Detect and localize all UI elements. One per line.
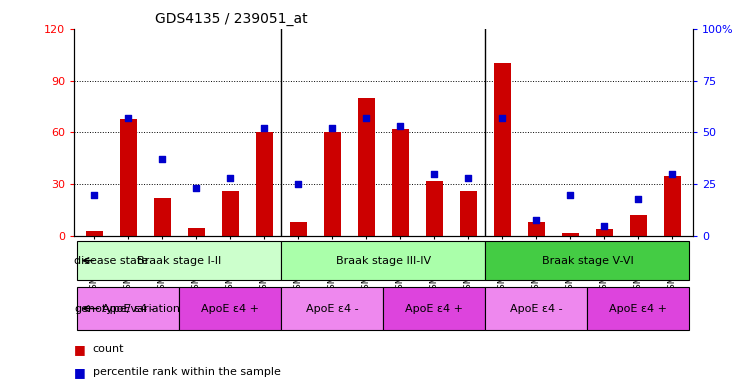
Text: count: count [93,344,124,354]
Point [122,115,134,121]
Point [428,171,440,177]
Text: Braak stage I-II: Braak stage I-II [137,255,222,266]
Bar [120,119,137,236]
Text: ApoE ε4 -: ApoE ε4 - [102,303,155,314]
Bar [588,287,689,330]
Text: disease state: disease state [74,255,148,266]
Text: Braak stage V-VI: Braak stage V-VI [542,255,634,266]
Point [156,156,168,162]
Bar [528,222,545,236]
Point [565,192,576,198]
Text: ■: ■ [74,366,86,379]
Text: ApoE ε4 -: ApoE ε4 - [510,303,562,314]
Text: ■: ■ [74,343,86,356]
Bar [324,132,341,236]
Bar [256,132,273,236]
Bar [485,287,588,330]
Point [531,217,542,223]
Point [225,175,236,181]
Bar [78,241,282,280]
Bar [596,229,613,236]
Text: ApoE ε4 -: ApoE ε4 - [306,303,359,314]
Bar [494,63,511,236]
Bar [290,222,307,236]
Point [190,185,202,192]
Bar [384,287,485,330]
Point [89,192,101,198]
Point [259,125,270,131]
Bar [630,215,647,236]
Point [633,196,645,202]
Text: genotype/variation: genotype/variation [74,303,181,314]
Bar [154,198,171,236]
Bar [86,231,103,236]
Point [462,175,474,181]
Bar [282,241,485,280]
Bar [392,129,409,236]
Bar [664,176,681,236]
Point [293,181,305,187]
Text: percentile rank within the sample: percentile rank within the sample [93,367,281,377]
Point [361,115,373,121]
Bar [188,227,205,236]
Bar [78,287,179,330]
Text: GDS4135 / 239051_at: GDS4135 / 239051_at [155,12,308,26]
Text: ApoE ε4 +: ApoE ε4 + [609,303,668,314]
Point [666,171,678,177]
Point [394,123,406,129]
Text: Braak stage III-IV: Braak stage III-IV [336,255,431,266]
Bar [179,287,282,330]
Bar [460,191,477,236]
Point [327,125,339,131]
Point [496,115,508,121]
Bar [358,98,375,236]
Bar [282,287,384,330]
Text: ApoE ε4 +: ApoE ε4 + [202,303,259,314]
Bar [562,233,579,236]
Text: ApoE ε4 +: ApoE ε4 + [405,303,463,314]
Bar [222,191,239,236]
Point [599,223,611,229]
Bar [485,241,689,280]
Bar [426,181,443,236]
